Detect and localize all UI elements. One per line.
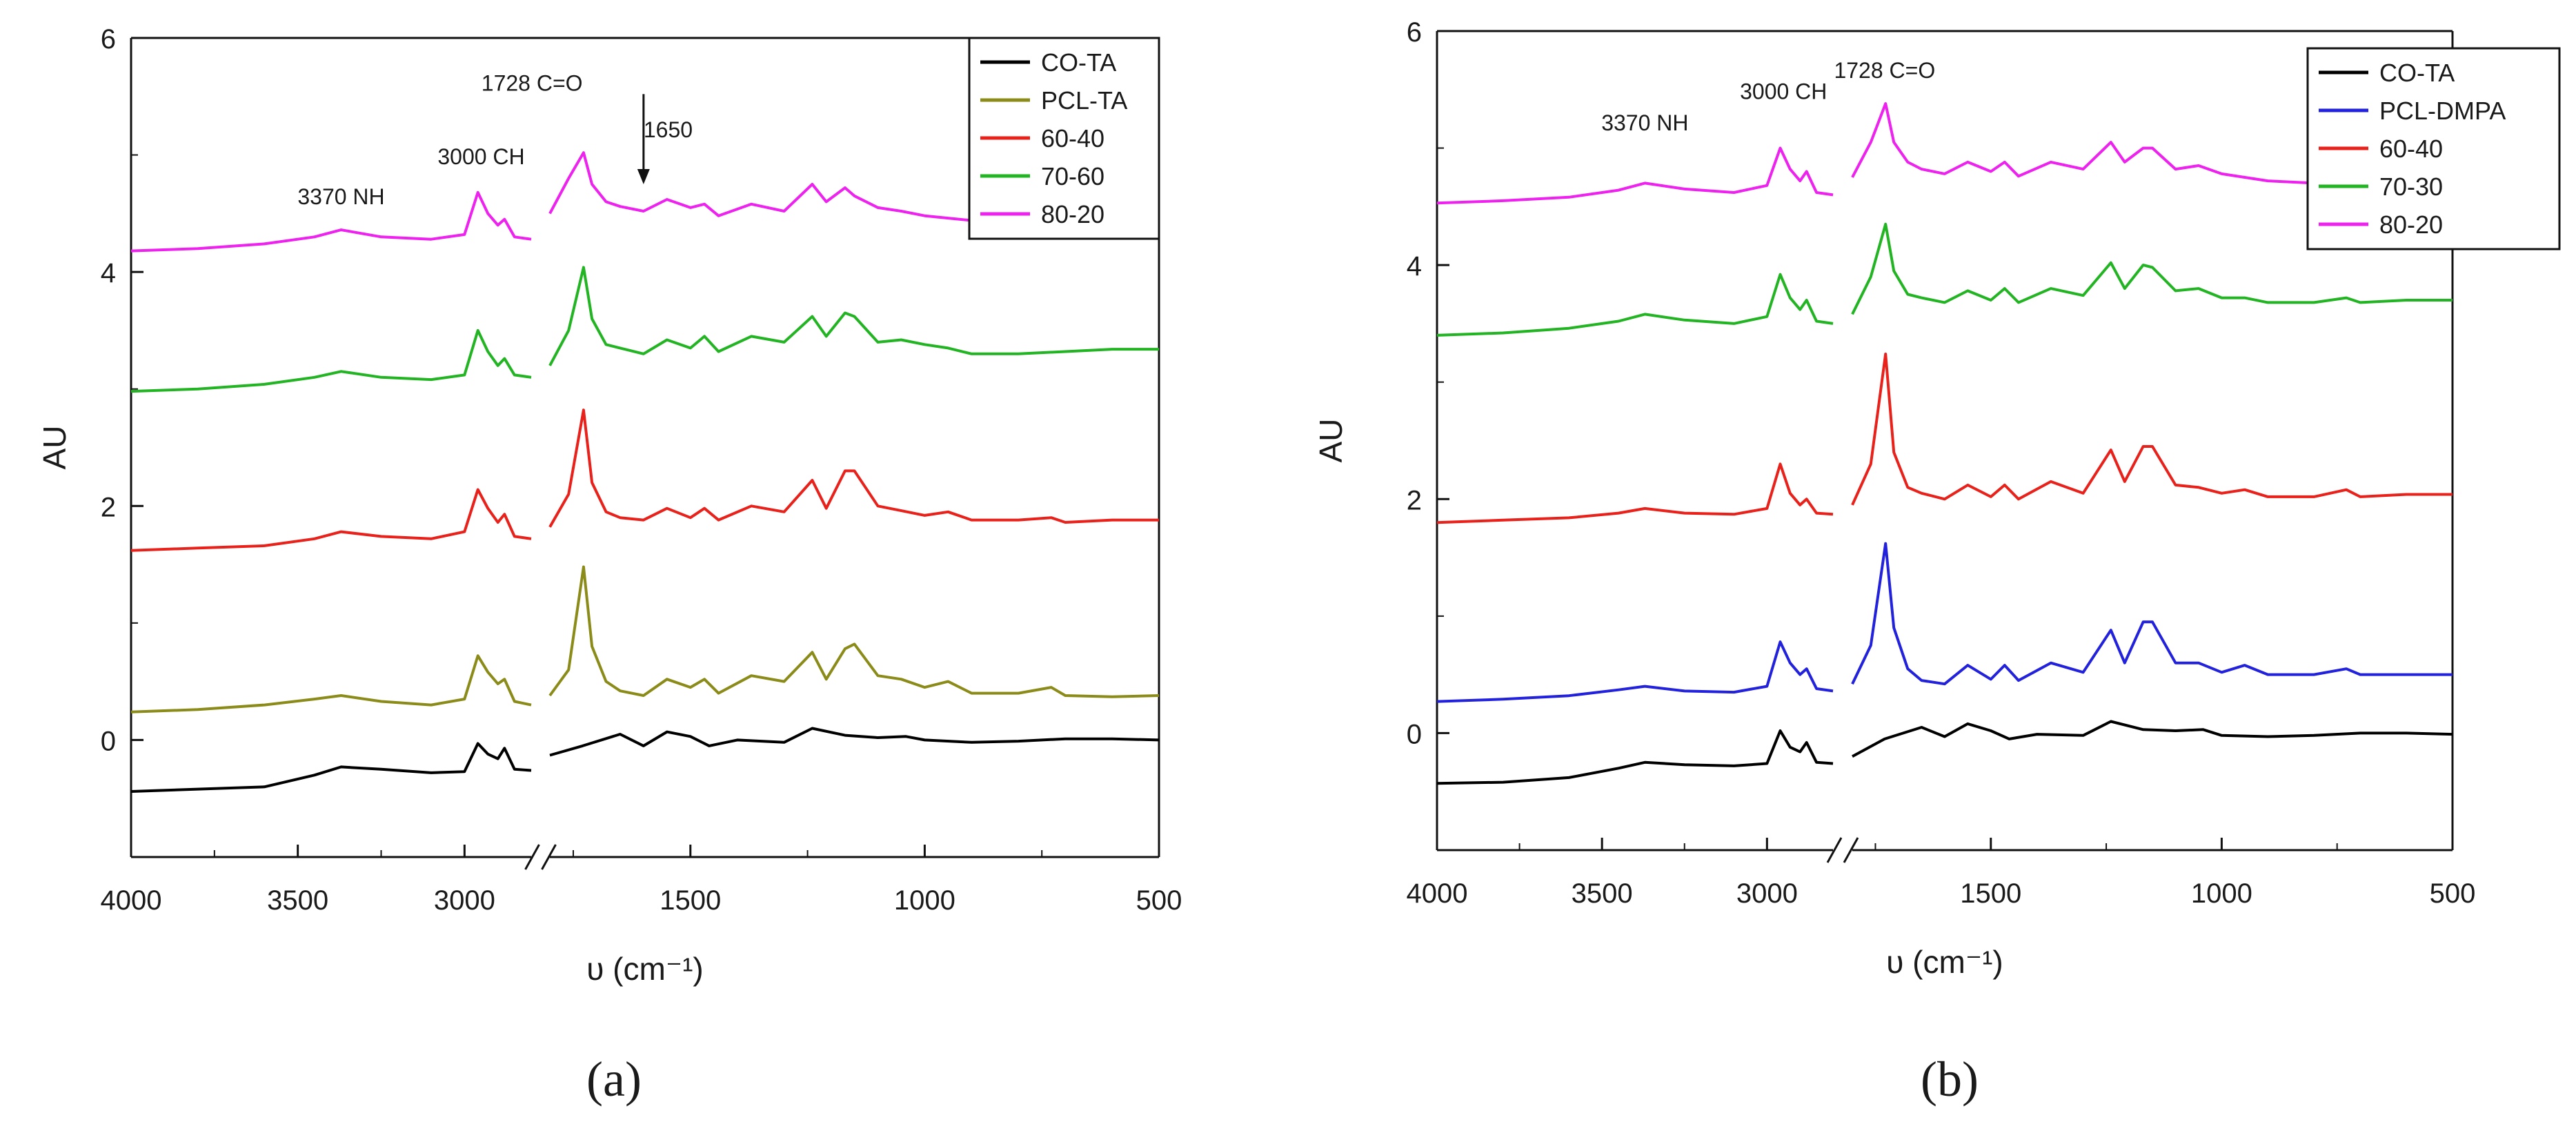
legend-label-co-ta: CO-TA bbox=[1041, 48, 1116, 77]
x-tick-label: 4000 bbox=[101, 885, 162, 916]
series-line-pcl-dmpa bbox=[1436, 640, 1834, 703]
y-tick-label: 6 bbox=[101, 24, 116, 55]
panel-label-a: (a) bbox=[586, 1052, 642, 1107]
peak-annotation: 3370 NH bbox=[297, 184, 384, 209]
x-tick-label: 3000 bbox=[434, 885, 495, 916]
annotation-arrow-head bbox=[637, 168, 650, 184]
y-axis-title: AU bbox=[37, 426, 72, 470]
panel-a: 0 2 4 6 4000 3500 3000 1500 1000 500 υ (cm⁻¹) AU 337… bbox=[37, 24, 1182, 987]
y-tick-label: 2 bbox=[1407, 485, 1422, 515]
series-line-60-40 bbox=[1436, 462, 1834, 524]
x-tick-label: 1500 bbox=[660, 885, 721, 916]
y-tick-label: 0 bbox=[101, 726, 116, 756]
peak-annotation: 3370 NH bbox=[1601, 110, 1688, 135]
x-tick-label: 500 bbox=[1136, 885, 1182, 916]
series-line-70-30 bbox=[1851, 222, 2453, 315]
legend-label-80-20: 80-20 bbox=[1041, 200, 1104, 228]
axis-break-mark bbox=[1843, 837, 1859, 863]
x-tick-label: 500 bbox=[2430, 878, 2476, 909]
legend-label-80-20: 80-20 bbox=[2379, 210, 2443, 239]
series-line-70-60 bbox=[130, 328, 532, 393]
axis-break-mark bbox=[541, 844, 557, 870]
legend-label-pcl-dmpa: PCL-DMPA bbox=[2379, 97, 2506, 125]
series-line-pcl-ta bbox=[130, 654, 532, 713]
series-line-pcl-dmpa bbox=[1851, 542, 2453, 686]
series-line-co-ta bbox=[1436, 729, 1834, 785]
legend-label-co-ta: CO-TA bbox=[2379, 59, 2455, 87]
x-tick-label: 1000 bbox=[2191, 878, 2252, 909]
x-tick-label: 4000 bbox=[1407, 878, 1468, 909]
panel-b: 0 2 4 6 4000 3500 3000 1500 1000 500 υ (cm⁻¹) AU 337… bbox=[1313, 17, 2561, 980]
series-line-70-30 bbox=[1436, 273, 1834, 337]
peak-annotation: 1728 C=O bbox=[482, 70, 583, 95]
y-tick-label: 0 bbox=[1407, 719, 1422, 749]
x-tick-label: 3500 bbox=[1572, 878, 1633, 909]
x-axis-title: υ (cm⁻¹) bbox=[586, 951, 704, 987]
series-line-60-40 bbox=[548, 409, 1159, 528]
x-axis-title: υ (cm⁻¹) bbox=[1886, 944, 2003, 980]
legend-label-60-40: 60-40 bbox=[1041, 124, 1104, 152]
legend-label-60-40: 60-40 bbox=[2379, 135, 2443, 163]
y-tick-label: 4 bbox=[1407, 251, 1422, 282]
x-tick-label: 3000 bbox=[1736, 878, 1798, 909]
series-line-co-ta bbox=[549, 727, 1160, 757]
peak-annotation: 3000 CH bbox=[1740, 79, 1827, 104]
peak-annotation: 3000 CH bbox=[437, 144, 524, 169]
axis-break-mark bbox=[524, 844, 540, 870]
series-line-80-20 bbox=[130, 190, 532, 253]
series-line-70-60 bbox=[548, 266, 1159, 366]
series-line-80-20 bbox=[1851, 102, 2453, 187]
x-tick-label: 1500 bbox=[1960, 878, 2021, 909]
y-tick-label: 4 bbox=[101, 258, 116, 288]
series-line-pcl-ta bbox=[548, 565, 1160, 698]
legend-label-70-30: 70-30 bbox=[2379, 173, 2443, 201]
peak-annotation: 1728 C=O bbox=[1834, 58, 1935, 83]
y-tick-label: 2 bbox=[101, 492, 116, 522]
x-tick-label: 3500 bbox=[267, 885, 328, 916]
peak-annotation: 1650 bbox=[644, 117, 693, 142]
series-line-80-20 bbox=[548, 151, 1159, 224]
axis-break-mark bbox=[1826, 837, 1843, 863]
series-line-60-40 bbox=[130, 488, 532, 552]
y-tick-label: 6 bbox=[1407, 17, 1422, 48]
series-line-co-ta bbox=[130, 742, 532, 793]
series-line-60-40 bbox=[1851, 353, 2453, 506]
x-tick-label: 1000 bbox=[894, 885, 955, 916]
legend-label-70-60: 70-60 bbox=[1041, 162, 1104, 190]
series-line-co-ta bbox=[1852, 720, 2453, 758]
series-line-80-20 bbox=[1436, 146, 1834, 205]
legend-label-pcl-ta: PCL-TA bbox=[1041, 86, 1127, 115]
y-axis-title: AU bbox=[1313, 419, 1349, 463]
panel-label-b: (b) bbox=[1921, 1052, 1979, 1107]
